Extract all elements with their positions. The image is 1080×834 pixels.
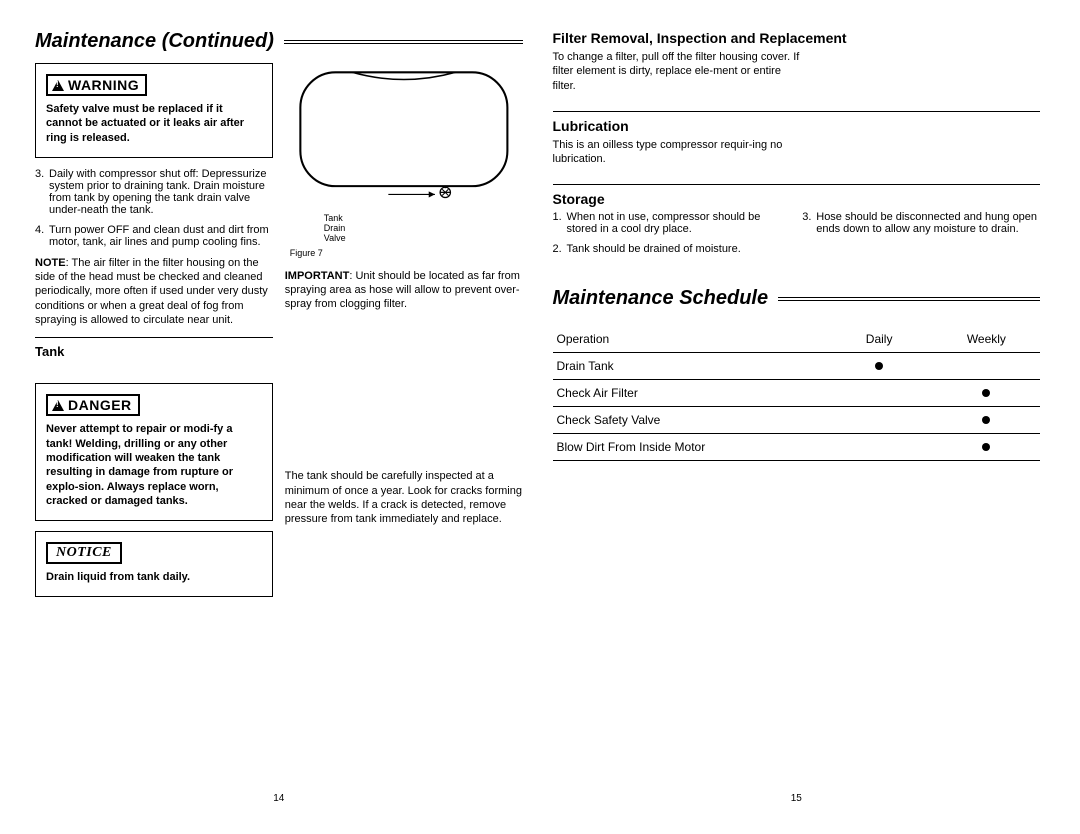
storage-1-text: When not in use, compressor should be st… — [567, 211, 791, 235]
notice-box: NOTICE Drain liquid from tank daily. — [35, 531, 273, 597]
warning-box: WARNING Safety valve must be replaced if… — [35, 63, 273, 158]
table-row: Blow Dirt From Inside Motor — [553, 434, 1041, 461]
dot-icon — [982, 416, 990, 424]
cell-op-1: Drain Tank — [553, 353, 826, 380]
danger-text: Never attempt to repair or modi-fy a tan… — [46, 422, 262, 508]
table-row: Drain Tank — [553, 353, 1041, 380]
table-header-row: Operation Daily Weekly — [553, 326, 1041, 353]
important-para: IMPORTANT: Unit should be located as far… — [285, 269, 523, 312]
divider — [35, 337, 273, 338]
storage-2-text: Tank should be drained of moisture. — [567, 243, 741, 255]
cell-op-4: Blow Dirt From Inside Motor — [553, 434, 826, 461]
storage-col-1: 1. When not in use, compressor should be… — [553, 211, 791, 263]
left-page-num: 14 — [35, 773, 523, 804]
storage-2: 2. Tank should be drained of moisture. — [553, 243, 791, 255]
storage-list-1: 1. When not in use, compressor should be… — [553, 211, 791, 255]
cell-weekly-1 — [933, 353, 1040, 380]
right-page: Filter Removal, Inspection and Replaceme… — [553, 30, 1041, 804]
step-4-num: 4. — [35, 224, 49, 248]
figure-caption: Figure 7 — [290, 248, 522, 258]
title-rule — [778, 297, 1040, 301]
notice-label: NOTICE — [56, 546, 112, 560]
th-operation: Operation — [553, 326, 826, 353]
tank-svg-wrap — [286, 64, 522, 214]
dot-icon — [982, 389, 990, 397]
cell-op-3: Check Safety Valve — [553, 407, 826, 434]
schedule-table: Operation Daily Weekly Drain Tank Check … — [553, 326, 1041, 461]
step-3: 3. Daily with compressor shut off: Depre… — [35, 168, 273, 216]
schedule-title-text: Maintenance Schedule — [553, 287, 769, 310]
notice-badge: NOTICE — [46, 542, 122, 564]
tank-label-1: Tank — [324, 214, 522, 224]
cell-op-2: Check Air Filter — [553, 380, 826, 407]
left-col-1: WARNING Safety valve must be replaced if… — [35, 63, 273, 607]
divider — [553, 111, 1041, 112]
cell-weekly-2 — [933, 380, 1040, 407]
maintenance-steps: 3. Daily with compressor shut off: Depre… — [35, 168, 273, 248]
tank-figure: Tank Drain Valve Figure 7 — [285, 63, 523, 263]
storage-3-num: 3. — [802, 211, 816, 235]
danger-icon — [52, 400, 64, 411]
left-col-2: Tank Drain Valve Figure 7 IMPORTANT: Uni… — [285, 63, 523, 607]
tank-heading: Tank — [35, 344, 273, 359]
section-title-schedule: Maintenance Schedule — [553, 287, 1041, 310]
storage-1-num: 1. — [553, 211, 567, 235]
th-daily: Daily — [826, 326, 933, 353]
warning-icon — [52, 80, 64, 91]
storage-col-2: 3. Hose should be disconnected and hung … — [802, 211, 1040, 263]
warning-text: Safety valve must be replaced if it cann… — [46, 102, 262, 145]
storage-heading: Storage — [553, 191, 1041, 207]
warning-badge: WARNING — [46, 74, 147, 96]
filter-text: To change a filter, pull off the filter … — [553, 50, 807, 93]
dot-icon — [875, 362, 883, 370]
cell-daily-4 — [826, 434, 933, 461]
storage-2-num: 2. — [553, 243, 567, 255]
danger-box: DANGER Never attempt to repair or modi-f… — [35, 383, 273, 521]
step-3-num: 3. — [35, 168, 49, 216]
table-row: Check Air Filter — [553, 380, 1041, 407]
left-columns: WARNING Safety valve must be replaced if… — [35, 63, 523, 607]
cell-daily-2 — [826, 380, 933, 407]
warning-label: WARNING — [68, 78, 139, 92]
tank-inspection-para: The tank should be carefully inspected a… — [285, 469, 523, 526]
lube-heading: Lubrication — [553, 118, 1041, 134]
divider — [553, 184, 1041, 185]
tank-labels: Tank Drain Valve — [324, 214, 522, 244]
dot-icon — [982, 443, 990, 451]
section-title-maintenance: Maintenance (Continued) — [35, 30, 523, 53]
cell-weekly-3 — [933, 407, 1040, 434]
important-label: IMPORTANT — [285, 270, 350, 282]
step-4-text: Turn power OFF and clean dust and dirt f… — [49, 224, 273, 248]
step-3-text: Daily with compressor shut off: Depressu… — [49, 168, 273, 216]
title-rule — [284, 40, 523, 44]
th-weekly: Weekly — [933, 326, 1040, 353]
cell-weekly-4 — [933, 434, 1040, 461]
filter-heading: Filter Removal, Inspection and Replaceme… — [553, 30, 1041, 46]
tank-label-3: Valve — [324, 234, 522, 244]
storage-list-2: 3. Hose should be disconnected and hung … — [802, 211, 1040, 235]
left-page: Maintenance (Continued) WARNING Safety v… — [35, 30, 523, 804]
cell-daily-1 — [826, 353, 933, 380]
spacer — [35, 363, 273, 383]
storage-3-text: Hose should be disconnected and hung ope… — [816, 211, 1040, 235]
storage-3: 3. Hose should be disconnected and hung … — [802, 211, 1040, 235]
cell-daily-3 — [826, 407, 933, 434]
table-row: Check Safety Valve — [553, 407, 1041, 434]
notice-text: Drain liquid from tank daily. — [46, 570, 262, 584]
danger-label: DANGER — [68, 398, 132, 412]
filter-note: NOTE: The air filter in the filter housi… — [35, 256, 273, 327]
storage-1: 1. When not in use, compressor should be… — [553, 211, 791, 235]
spacer — [285, 319, 523, 469]
storage-columns: 1. When not in use, compressor should be… — [553, 211, 1041, 263]
danger-badge: DANGER — [46, 394, 140, 416]
note-label: NOTE — [35, 257, 66, 269]
lube-text: This is an oilless type compressor requi… — [553, 138, 807, 167]
right-page-num: 15 — [553, 773, 1041, 804]
tank-label-2: Drain — [324, 224, 522, 234]
maintenance-title-text: Maintenance (Continued) — [35, 30, 274, 53]
spacer — [553, 263, 1041, 287]
note-text: : The air filter in the filter housing o… — [35, 257, 268, 326]
tank-svg — [290, 64, 518, 209]
step-4: 4. Turn power OFF and clean dust and dir… — [35, 224, 273, 248]
